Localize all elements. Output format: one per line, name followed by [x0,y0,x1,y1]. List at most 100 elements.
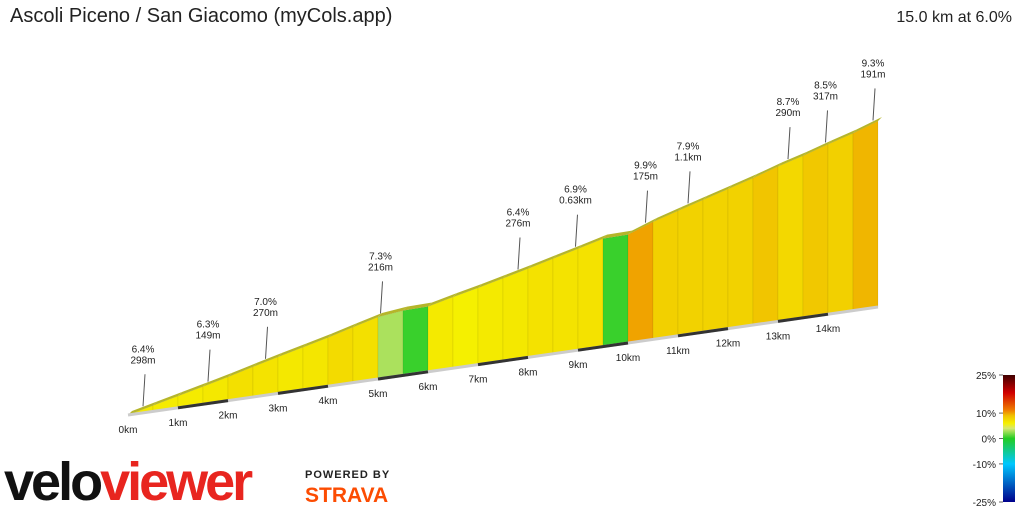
annotation-line [142,374,146,407]
color-tick-label: 10% [976,409,996,420]
gradient-segment [227,366,254,401]
annotation-gradient: 9.3% [862,58,885,69]
segment-top [853,117,882,134]
segment-top [328,323,357,338]
x-tick-label: 6km [419,382,438,393]
annotation-line [517,237,521,270]
segment-top [778,151,807,167]
annotation-line [825,110,828,143]
annotation-length: 191m [860,69,885,80]
gradient-segment [827,132,854,315]
logo: veloviewer [4,452,253,512]
annotation-gradient: 7.0% [254,297,277,308]
logo-part: velo [4,452,101,512]
gradient-segment [852,120,879,311]
annotation-length: 298m [130,355,155,366]
segment-top [553,244,582,259]
gradient-segment [402,306,429,376]
gradient-segment [802,143,829,319]
x-tick-label: 7km [469,375,488,386]
segment-top [828,129,857,145]
x-tick-label: 11km [666,346,690,357]
segment-top [503,264,532,279]
gradient-segment [527,258,554,358]
gradient-segment [727,177,754,329]
segment-top [703,184,732,200]
km-bar [477,355,529,367]
segment-top [403,302,432,311]
segment-top [203,372,232,387]
annotation-line [265,326,268,359]
km-bar [377,370,429,381]
km-bar [677,327,729,338]
segment-top [803,140,832,156]
gradient-segment [477,277,504,365]
x-tick-label: 12km [716,339,740,350]
annotation-gradient: 6.3% [197,320,220,331]
logo-part: viewer [100,452,253,512]
annotation-gradient: 6.9% [564,185,587,196]
gradient-segment [577,238,604,351]
gradient-segment [452,287,479,369]
annotation-gradient: 8.5% [814,80,837,91]
x-tick-label: 10km [616,353,640,364]
x-tick-label: 14km [816,324,840,335]
annotation-gradient: 6.4% [132,344,155,355]
annotation-length: 276m [505,218,530,229]
strava: STRAVA [305,484,388,507]
annotation-line [575,214,578,247]
annotation-gradient: 7.3% [369,251,392,262]
gradient-segment [627,221,654,344]
segment-top [228,362,257,377]
color-tick-label: 25% [976,371,996,382]
annotation-line [787,127,791,160]
gradient-segment [552,248,579,355]
segment-top [653,206,682,222]
segment-top [728,174,757,189]
x-tick-label: 13km [766,331,790,342]
annotation-line [687,171,691,204]
annotation-line [380,281,383,314]
powered-by: POWERED BY [305,469,390,481]
segment-top [128,401,157,415]
annotation-gradient: 9.9% [634,161,657,172]
color-tick-label: -25% [973,498,996,509]
gradient-segment [602,234,629,347]
x-tick-label: 8km [519,367,538,378]
x-tick-label: 1km [169,418,188,429]
gradient-segment [652,210,679,340]
annotation-length: 270m [253,308,278,319]
segment-top [303,333,332,348]
color-bar [1003,375,1015,502]
segment-top [178,382,207,396]
x-tick-label: 2km [219,411,238,422]
gradient-segment [502,268,529,362]
km-bar [577,341,629,352]
gradient-segment [677,199,704,337]
segment-top [628,217,657,235]
x-tick-label: 5km [369,389,388,400]
segment-top [153,391,182,406]
km-bar [277,384,329,395]
gradient-segment [752,165,779,326]
annotation-length: 1.1km [674,152,701,163]
chart-title: Ascoli Piceno / San Giacomo (myCols.app) [10,5,392,27]
annotation-line [872,88,876,121]
annotation-line [207,349,211,382]
annotation-gradient: 8.7% [777,97,800,108]
chart-subtitle: 15.0 km at 6.0% [896,9,1012,26]
x-tick-label: 4km [319,396,338,407]
segment-top [603,230,632,239]
segment-top [678,195,707,211]
gradient-segment [252,356,279,398]
km-bar [177,399,229,410]
annotation-length: 317m [813,91,838,102]
annotation-gradient: 7.9% [677,141,700,152]
x-tick-label: 9km [569,360,588,371]
segment-top [353,313,382,328]
x-tick-label: 3km [269,403,288,414]
km-bar [777,312,829,323]
segment-top [453,283,482,297]
